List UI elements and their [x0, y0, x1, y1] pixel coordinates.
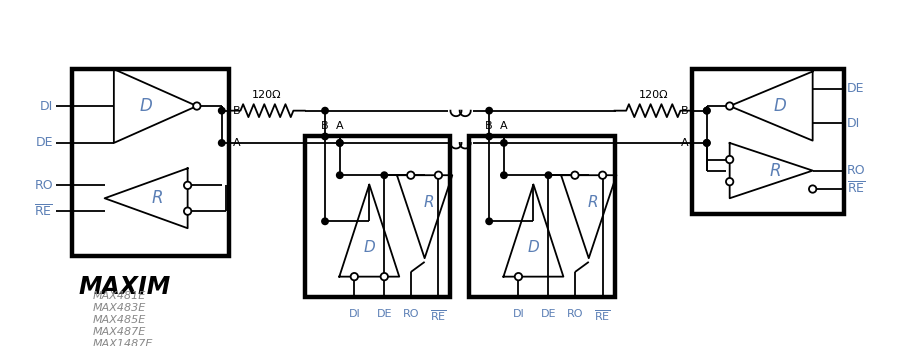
Text: $\overline{\rm RE}$: $\overline{\rm RE}$: [430, 309, 447, 324]
Circle shape: [546, 172, 552, 179]
Circle shape: [322, 133, 328, 140]
Text: A: A: [680, 138, 689, 148]
Text: DE: DE: [377, 309, 392, 319]
Text: B: B: [680, 106, 689, 116]
Circle shape: [337, 172, 343, 179]
Text: DI: DI: [39, 100, 53, 112]
Text: $\overline{\rm RE}$: $\overline{\rm RE}$: [594, 309, 611, 324]
Circle shape: [703, 140, 710, 146]
Circle shape: [184, 182, 192, 189]
Text: RO: RO: [403, 309, 419, 319]
Circle shape: [599, 172, 606, 179]
Text: DE: DE: [36, 136, 53, 149]
Text: MAX481E: MAX481E: [93, 291, 146, 301]
Circle shape: [726, 102, 734, 110]
Text: R: R: [770, 162, 781, 180]
Text: DI: DI: [847, 117, 860, 130]
Circle shape: [514, 273, 522, 280]
Bar: [72, 69, 229, 256]
Text: MAX485E: MAX485E: [93, 315, 146, 325]
Text: B: B: [321, 121, 329, 131]
Circle shape: [193, 102, 201, 110]
Circle shape: [703, 140, 710, 146]
Text: D: D: [527, 240, 539, 255]
Text: B: B: [233, 106, 240, 116]
Circle shape: [435, 172, 442, 179]
Circle shape: [350, 273, 358, 280]
Text: A: A: [336, 121, 344, 131]
Text: 120Ω: 120Ω: [252, 90, 282, 100]
Text: $\overline{\rm RE}$: $\overline{\rm RE}$: [35, 203, 53, 219]
Circle shape: [486, 218, 492, 225]
Text: RO: RO: [34, 179, 53, 192]
Text: R: R: [588, 195, 599, 210]
Text: MAX487E: MAX487E: [93, 327, 146, 337]
Text: 120Ω: 120Ω: [638, 90, 668, 100]
Circle shape: [486, 107, 492, 114]
Circle shape: [407, 172, 414, 179]
Bar: [692, 69, 845, 214]
Circle shape: [501, 172, 507, 179]
Circle shape: [337, 140, 343, 146]
Text: R: R: [424, 195, 435, 210]
Text: R: R: [151, 189, 163, 207]
Circle shape: [501, 140, 507, 146]
Text: DE: DE: [541, 309, 557, 319]
Circle shape: [571, 172, 579, 179]
Text: DI: DI: [348, 309, 360, 319]
Circle shape: [322, 218, 328, 225]
Text: D: D: [363, 240, 375, 255]
Text: $\overline{\rm RE}$: $\overline{\rm RE}$: [847, 181, 866, 197]
Circle shape: [184, 208, 192, 215]
Circle shape: [703, 107, 710, 114]
Circle shape: [322, 107, 328, 114]
Text: A: A: [233, 138, 240, 148]
Text: RO: RO: [847, 164, 866, 177]
Text: D: D: [139, 97, 152, 115]
Circle shape: [218, 107, 225, 114]
Text: A: A: [500, 121, 508, 131]
Text: MAX483E: MAX483E: [93, 303, 146, 313]
Text: D: D: [774, 97, 787, 115]
Bar: [469, 136, 614, 297]
Circle shape: [337, 140, 343, 146]
Circle shape: [726, 156, 734, 163]
Circle shape: [486, 133, 492, 140]
Text: MAXIM: MAXIM: [79, 275, 171, 299]
Text: DI: DI: [513, 309, 525, 319]
Circle shape: [381, 273, 388, 280]
Circle shape: [726, 178, 734, 185]
Circle shape: [809, 185, 816, 193]
Circle shape: [218, 140, 225, 146]
Text: RO: RO: [567, 309, 583, 319]
Text: B: B: [485, 121, 493, 131]
Circle shape: [381, 172, 388, 179]
Circle shape: [703, 107, 710, 114]
Bar: [304, 136, 450, 297]
Text: MAX1487E: MAX1487E: [93, 339, 153, 346]
Text: DE: DE: [847, 82, 865, 95]
